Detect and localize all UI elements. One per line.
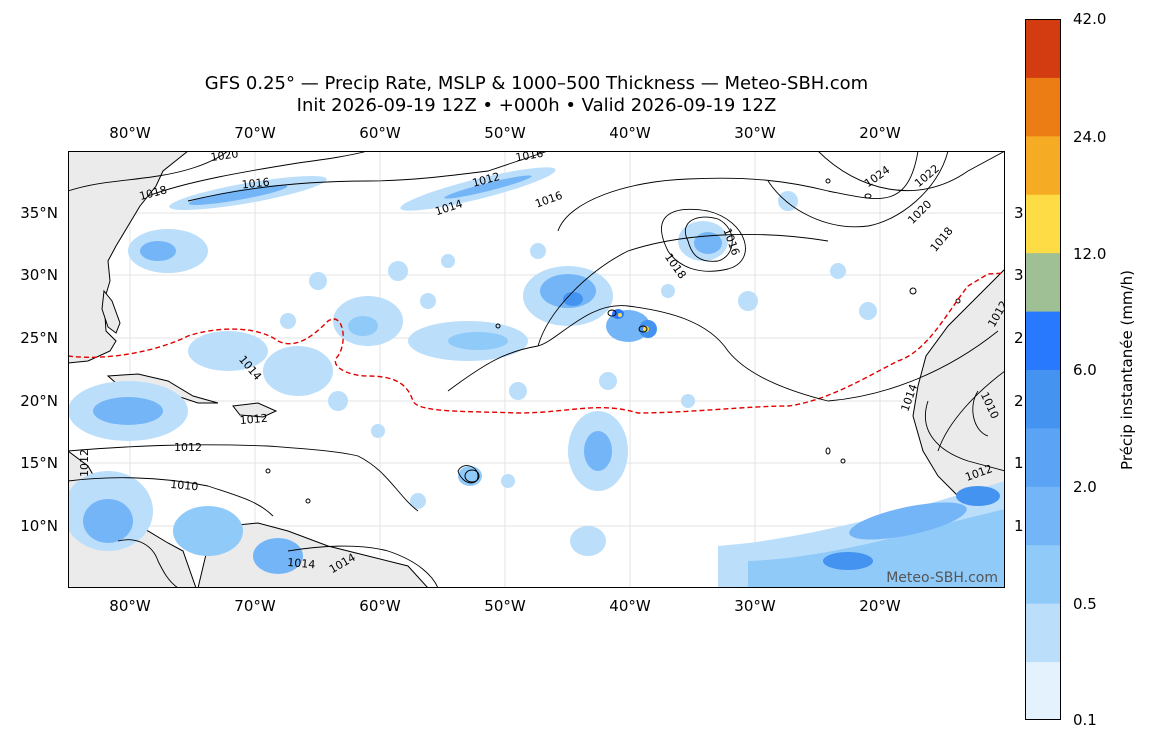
colorbar-segment — [1025, 311, 1061, 370]
precip-caribbean — [68, 381, 303, 574]
lon-label-bottom: 70°W — [234, 597, 276, 615]
map-title-line1: GFS 0.25° — Precip Rate, MSLP & 1000–500… — [204, 73, 869, 94]
colorbar-tick-label: 12.0 — [1073, 245, 1107, 263]
lon-label-top: 80°W — [109, 124, 151, 142]
lat-label-right-clipped: 2 — [1014, 392, 1024, 410]
colorbar-segment — [1025, 77, 1061, 137]
colorbar-tick-label: 24.0 — [1073, 128, 1107, 146]
lon-label-top: 40°W — [609, 124, 651, 142]
colorbar-segment — [1025, 19, 1061, 78]
lon-label-bottom: 60°W — [359, 597, 401, 615]
lat-label: 10°N — [20, 517, 58, 535]
colorbar-segment — [1025, 544, 1061, 604]
precip-scattered — [280, 191, 877, 509]
colorbar-segment — [1025, 486, 1061, 546]
watermark: Meteo-SBH.com — [886, 570, 998, 586]
isobar-label: 1016 — [241, 176, 270, 192]
lon-label-bottom: 80°W — [109, 597, 151, 615]
colorbar-tick-label: 0.5 — [1073, 595, 1097, 613]
lat-label: 15°N — [20, 454, 58, 472]
colorbar-segment — [1025, 427, 1061, 487]
colorbar — [1025, 19, 1061, 720]
colorbar-segment — [1025, 661, 1061, 720]
isobar-label: 1014 — [287, 556, 316, 571]
colorbar-label: Précip instantanée (mm/h) — [1118, 270, 1136, 470]
colorbar-tick-label: 42.0 — [1073, 10, 1107, 28]
lat-label-right-clipped: 1 — [1014, 517, 1024, 535]
lat-label: 20°N — [20, 392, 58, 410]
lat-label: 25°N — [20, 329, 58, 347]
precip-itcz — [718, 481, 1005, 588]
isobar-label: 1020 — [210, 151, 240, 164]
colorbar-frame — [1025, 19, 1061, 720]
colorbar-tick-label: 6.0 — [1073, 361, 1097, 379]
map-title-line2: Init 2026-09-19 12Z • +000h • Valid 2026… — [296, 95, 777, 116]
hispaniola-land — [232, 402, 278, 418]
florida-land — [101, 289, 121, 334]
thickness-540-line — [68, 272, 1005, 414]
lon-label-top: 60°W — [359, 124, 401, 142]
landmasses — [68, 151, 1005, 588]
isobar-label: 1012 — [78, 449, 91, 477]
colorbar-segment — [1025, 194, 1061, 254]
lon-label-bottom: 40°W — [609, 597, 651, 615]
lon-label-bottom: 20°W — [859, 597, 901, 615]
precip-central-clusters — [188, 221, 728, 556]
lon-label-bottom: 30°W — [734, 597, 776, 615]
lat-label-right-clipped: 1 — [1014, 454, 1024, 472]
precip-field — [68, 167, 1005, 588]
map-frame — [68, 151, 1005, 588]
lat-label-right-clipped: 3 — [1014, 266, 1024, 284]
graticule — [68, 151, 1005, 588]
colorbar-segment — [1025, 252, 1061, 312]
lat-label: 35°N — [20, 204, 58, 222]
lat-label: 30°N — [20, 266, 58, 284]
lon-label-top: 70°W — [234, 124, 276, 142]
lon-label-top: 20°W — [859, 124, 901, 142]
isobar-label: 1012 — [174, 441, 202, 454]
lon-label-top: 30°W — [734, 124, 776, 142]
lat-label-right-clipped: 3 — [1014, 204, 1024, 222]
weather-map: 1020 1018 1016 1016 1014 1012 1016 1024 … — [68, 151, 1005, 588]
colorbar-segment — [1025, 603, 1061, 663]
lon-label-bottom: 50°W — [484, 597, 526, 615]
colorbar-tick-label: 0.1 — [1073, 711, 1097, 729]
north-america-land — [68, 151, 189, 364]
isobars — [68, 151, 1005, 588]
isobar-label: 1012 — [239, 412, 268, 427]
colorbar-tick-label: 2.0 — [1073, 478, 1097, 496]
colorbar-segment — [1025, 135, 1061, 195]
colorbar-segments — [1025, 19, 1061, 720]
lat-label-right-clipped: 2 — [1014, 329, 1024, 347]
lon-label-top: 50°W — [484, 124, 526, 142]
isobar-label: 1010 — [170, 478, 199, 493]
colorbar-segment — [1025, 369, 1061, 429]
